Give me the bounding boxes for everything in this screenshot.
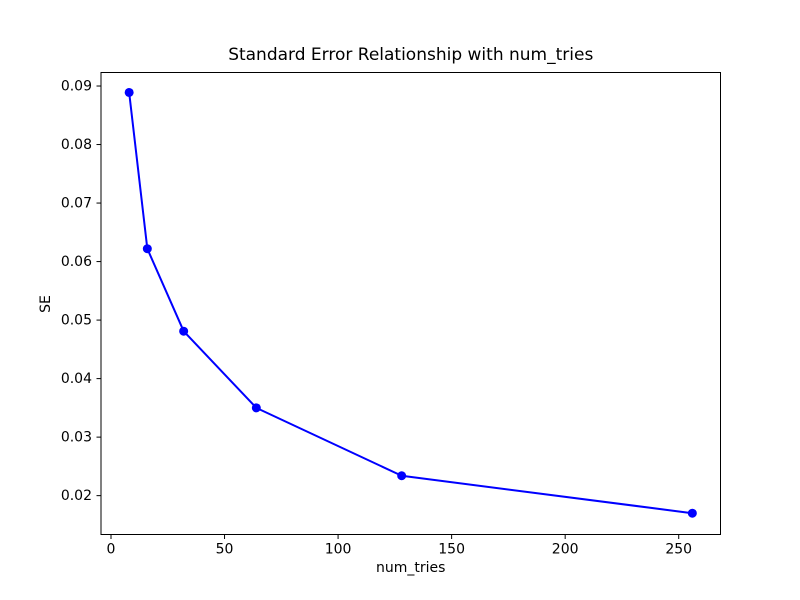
x-tick-label: 0 (107, 542, 116, 558)
x-tick-label: 150 (438, 542, 465, 558)
data-point (142, 244, 152, 254)
x-tick-label: 50 (216, 542, 234, 558)
y-tick-label: 0.06 (61, 254, 92, 270)
y-tick-label: 0.05 (61, 313, 92, 329)
y-axis-label: SE (38, 295, 54, 313)
y-tick-label: 0.03 (61, 430, 92, 446)
y-tick-label: 0.08 (61, 137, 92, 153)
series-layer (124, 87, 697, 518)
data-point (124, 87, 134, 97)
data-point (179, 326, 189, 336)
series-line (128, 91, 694, 515)
x-tick-label: 200 (552, 542, 579, 558)
plot-frame (100, 72, 721, 535)
x-tick-label: 250 (665, 542, 692, 558)
x-axis-label: num_tries (376, 560, 445, 576)
axes-layer: 0 50 100 150 200 250 0.02 0.03 0.04 0.05 0.06 0.07 0… (61, 72, 721, 558)
chart-title: Standard Error Relationship with num_tri… (228, 45, 593, 65)
y-tick-label: 0.07 (61, 196, 92, 212)
y-tick-label: 0.04 (61, 371, 92, 387)
data-point (397, 471, 407, 481)
y-tick-label: 0.09 (61, 79, 92, 95)
x-tick-label: 100 (325, 542, 352, 558)
y-tick-label: 0.02 (61, 488, 92, 504)
data-point (687, 508, 697, 518)
data-point (251, 403, 261, 413)
